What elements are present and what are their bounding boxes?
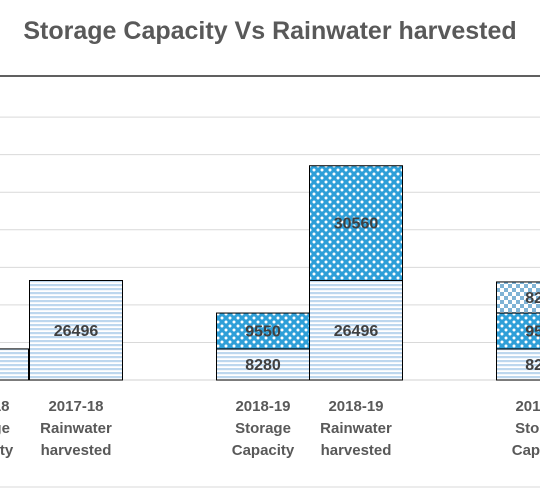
data-label-4-0: 8280 [525,357,540,374]
data-label-3-0: 26496 [334,323,379,340]
category-label-2-2: Capacity [232,442,295,459]
category-labels: 2017-18 Storage Capacity 2017-18 Rainwater ha… [0,398,540,459]
bar-2-segment-0 [216,348,310,381]
category-label-2-0: 2018-19 [235,398,290,415]
category-label-3-0: 2018-19 [328,398,383,415]
category-label-4-1: Storage [515,420,540,437]
bar-0-segment-0 [0,348,29,381]
bar-2-segment-1 [216,312,310,350]
data-label-4-1: 9550 [525,323,540,340]
bar-3-segment-0 [309,280,403,381]
chart-title: Storage Capacity Vs Rainwater harvested [23,17,517,45]
bar-1-segment-0 [29,280,123,381]
category-label-0-0: 2017-18 [0,398,10,415]
data-label-2-1: 9550 [245,323,281,340]
category-label-4-0: 2019-20 [515,398,540,415]
data-label-1-0: 26496 [54,323,99,340]
category-label-1-1: Rainwater [40,420,112,437]
category-label-1-2: harvested [41,442,112,459]
bar-4-segment-2 [496,281,540,314]
category-label-0-1: Storage [0,420,10,437]
data-label-4-2: 8280 [525,290,540,307]
bar-4-segment-1 [496,312,540,350]
category-label-0-2: Capacity [0,442,14,459]
category-label-2-1: Storage [235,420,291,437]
data-label-2-0: 8280 [245,357,281,374]
data-label-3-1: 30560 [334,216,379,233]
bars: 828026496828095502649630560828095508280 [0,165,540,381]
category-label-3-2: harvested [321,442,392,459]
bar-4-segment-0 [496,348,540,381]
category-label-3-1: Rainwater [320,420,392,437]
category-label-4-2: Capacity [512,442,540,459]
category-label-1-0: 2017-18 [48,398,103,415]
bar-3-segment-1 [309,165,403,281]
